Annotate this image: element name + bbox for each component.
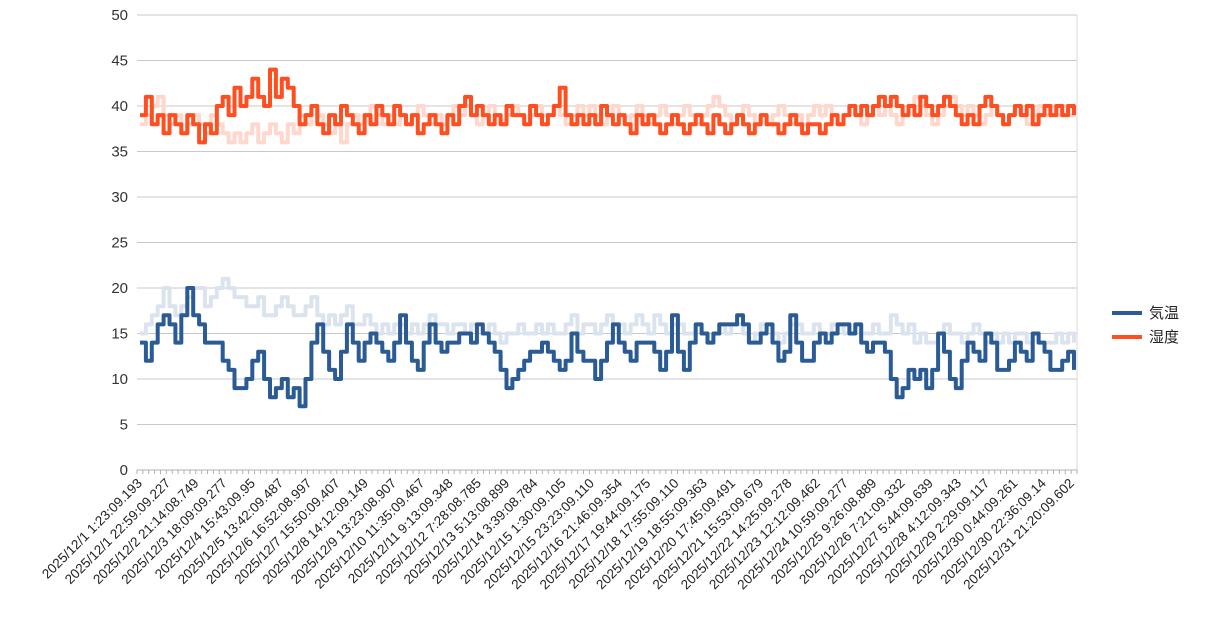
y-tick-label: 50 xyxy=(111,7,128,24)
series-1-line xyxy=(140,67,1076,145)
legend-label: 気温 xyxy=(1149,305,1179,322)
y-tick-label: 25 xyxy=(111,235,128,252)
series-0-ghost-line xyxy=(140,276,1076,345)
y-axis-ticks: 0 5 10 15 20 25 30 35 40 45 50 xyxy=(111,7,128,479)
y-tick-label: 15 xyxy=(111,326,128,343)
series-0-line xyxy=(140,286,1076,409)
y-tick-label: 20 xyxy=(111,280,128,297)
legend-label: 湿度 xyxy=(1149,329,1179,346)
series-layer xyxy=(140,67,1076,409)
y-tick-label: 35 xyxy=(111,144,128,161)
x-axis xyxy=(136,469,1078,474)
y-tick-label: 45 xyxy=(111,53,128,70)
y-tick-label: 10 xyxy=(111,371,128,388)
y-tick-label: 5 xyxy=(120,417,128,434)
y-tick-label: 40 xyxy=(111,98,128,115)
y-tick-label: 30 xyxy=(111,189,128,206)
y-tick-label: 0 xyxy=(120,462,128,479)
